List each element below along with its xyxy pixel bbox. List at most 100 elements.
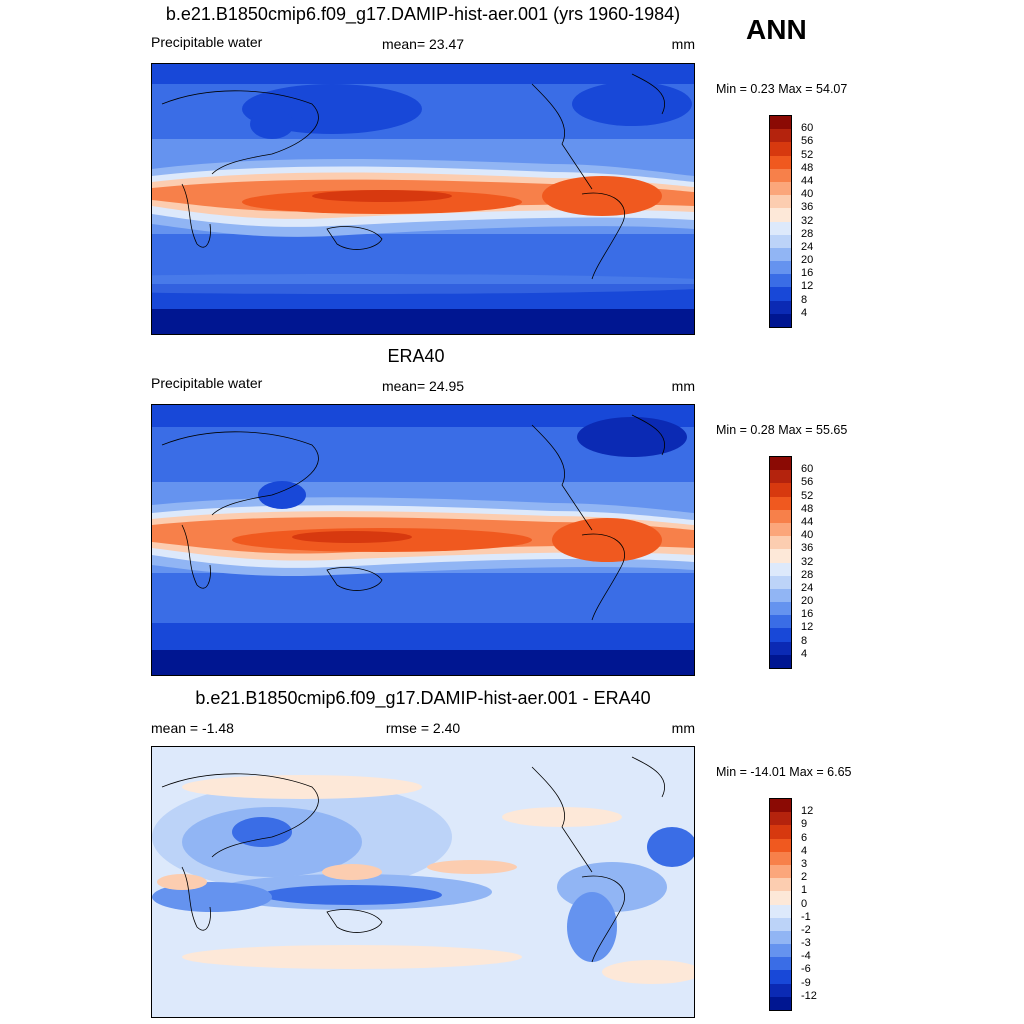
colorbar-tick-label: 12: [801, 280, 814, 293]
panel-2-map: [151, 404, 695, 676]
colorbar-tick-label: 60: [801, 122, 814, 135]
panel-3-contour-field: [152, 747, 694, 1017]
panel-2-units-label: mm: [671, 378, 695, 394]
colorbar-swatch: [770, 825, 791, 839]
colorbar-tick-label: -4: [801, 950, 811, 963]
colorbar-tick-label: 9: [801, 818, 808, 831]
colorbar-swatch: [770, 878, 791, 892]
colorbar-tick-label: 16: [801, 608, 814, 621]
colorbar-swatch: [770, 799, 791, 813]
colorbar-tick-label: 36: [801, 201, 814, 214]
colorbar-swatch: [770, 509, 791, 523]
panel-1-contour-field: [152, 64, 694, 334]
colorbar-swatch: [770, 300, 791, 314]
colorbar-swatch: [770, 129, 791, 143]
panel-1-title: b.e21.B1850cmip6.f09_g17.DAMIP-hist-aer.…: [165, 4, 681, 24]
colorbar-swatch: [770, 313, 791, 327]
colorbar-tick-label: 3: [801, 857, 808, 870]
colorbar-swatch: [770, 562, 791, 576]
colorbar-swatch: [770, 155, 791, 169]
colorbar-tick-label: 1: [801, 884, 808, 897]
colorbar-tick-label: -6: [801, 963, 811, 976]
colorbar-swatch: [770, 864, 791, 879]
colorbar-tick-label: 20: [801, 595, 814, 608]
colorbar-tick-label: 44: [801, 174, 814, 187]
colorbar-swatch: [770, 851, 791, 865]
colorbar-tick-label: 56: [801, 135, 814, 148]
colorbar-tick-label: -3: [801, 937, 811, 950]
colorbar-swatch: [770, 470, 791, 484]
colorbar-tick-label: 0: [801, 897, 808, 910]
colorbar-swatch: [770, 654, 791, 668]
colorbar-tick-label: 32: [801, 214, 814, 227]
colorbar-tick-label: 4: [801, 306, 808, 319]
colorbar-swatch: [770, 142, 791, 156]
colorbar-swatch: [770, 234, 791, 248]
colorbar-swatch: [770, 247, 791, 262]
colorbar-swatch: [770, 549, 791, 563]
panel-1-colorbar: [769, 115, 792, 328]
colorbar-swatch: [770, 957, 791, 971]
colorbar-swatch: [770, 628, 791, 642]
colorbar-tick-label: 44: [801, 515, 814, 528]
panel-3-minmax: Min = -14.01 Max = 6.65: [716, 765, 852, 779]
colorbar-swatch: [770, 261, 791, 275]
colorbar-tick-label: 16: [801, 267, 814, 280]
colorbar-tick-label: 60: [801, 463, 814, 476]
colorbar-swatch: [770, 483, 791, 497]
colorbar-swatch: [770, 602, 791, 616]
colorbar-swatch: [770, 996, 791, 1010]
colorbar-swatch: [770, 168, 791, 182]
colorbar-swatch: [770, 457, 791, 471]
colorbar-swatch: [770, 944, 791, 958]
colorbar-swatch: [770, 983, 791, 997]
colorbar-tick-label: 12: [801, 805, 814, 818]
colorbar-tick-label: 48: [801, 502, 814, 515]
season-label: ANN: [746, 14, 807, 45]
panel-3-map: [151, 746, 695, 1018]
panel-3-title: b.e21.B1850cmip6.f09_g17.DAMIP-hist-aer.…: [195, 688, 651, 708]
panel-2-variable-label: Precipitable water: [151, 375, 263, 391]
colorbar-swatch: [770, 838, 791, 852]
colorbar-tick-label: 48: [801, 161, 814, 174]
colorbar-swatch: [770, 891, 791, 905]
panel-2-contour-field: [152, 405, 694, 675]
colorbar-swatch: [770, 221, 791, 235]
colorbar-swatch: [770, 496, 791, 510]
colorbar-swatch: [770, 930, 791, 945]
panel-3-units-label: mm: [671, 720, 695, 736]
colorbar-tick-label: 2: [801, 871, 808, 884]
colorbar-swatch: [770, 287, 791, 301]
colorbar-swatch: [770, 575, 791, 589]
colorbar-tick-label: 6: [801, 831, 808, 844]
panel-1-units-label: mm: [671, 36, 695, 52]
colorbar-swatch: [770, 641, 791, 655]
panel-2-colorbar: [769, 456, 792, 669]
colorbar-tick-label: 12: [801, 621, 814, 634]
colorbar-swatch: [770, 274, 791, 288]
panel-1-variable-label: Precipitable water: [151, 34, 263, 50]
panel-3-mean-label: mean = -1.48: [151, 720, 234, 736]
colorbar-swatch: [770, 208, 791, 222]
colorbar-swatch: [770, 904, 791, 918]
colorbar-tick-label: 40: [801, 529, 814, 542]
colorbar-swatch: [770, 195, 791, 209]
colorbar-tick-label: 36: [801, 542, 814, 555]
colorbar-tick-label: 20: [801, 254, 814, 267]
colorbar-tick-label: 32: [801, 555, 814, 568]
colorbar-tick-label: 28: [801, 568, 814, 581]
colorbar-swatch: [770, 917, 791, 931]
panel-2-title: ERA40: [387, 346, 445, 366]
colorbar-swatch: [770, 536, 791, 550]
colorbar-tick-label: 4: [801, 647, 808, 660]
colorbar-tick-label: -12: [801, 989, 817, 1002]
colorbar-tick-label: 24: [801, 240, 814, 253]
colorbar-tick-label: -1: [801, 910, 811, 923]
colorbar-tick-label: 52: [801, 489, 814, 502]
colorbar-tick-label: -9: [801, 976, 811, 989]
colorbar-tick-label: 56: [801, 476, 814, 489]
colorbar-swatch: [770, 116, 791, 130]
colorbar-tick-label: 40: [801, 188, 814, 201]
panel-2-minmax: Min = 0.28 Max = 55.65: [716, 423, 848, 437]
colorbar-swatch: [770, 522, 791, 537]
